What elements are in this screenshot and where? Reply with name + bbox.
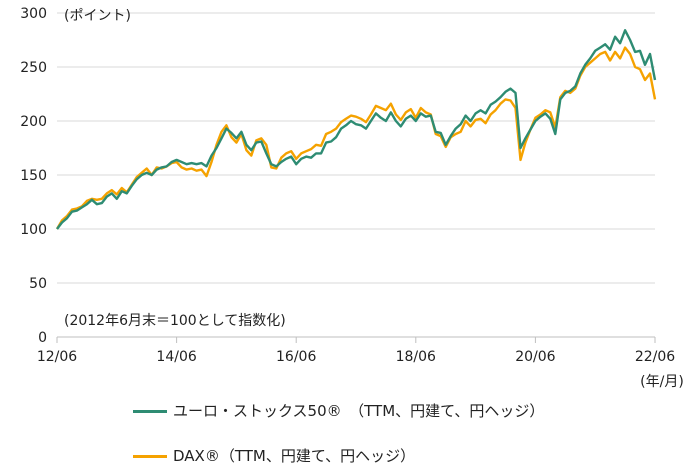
y-unit-label: (ポイント) xyxy=(64,8,131,24)
x-tick-label: 20/06 xyxy=(515,349,555,365)
legend-item-series-2: DAX®（TTM、円建て、円ヘッジ） xyxy=(133,445,415,466)
y-tick-label: 50 xyxy=(29,276,47,292)
legend-swatch-series-2 xyxy=(133,455,167,458)
x-unit-label: (年/月) xyxy=(640,374,684,390)
y-tick-label: 300 xyxy=(20,6,47,22)
x-tick-label: 14/06 xyxy=(156,349,196,365)
y-tick-label: 200 xyxy=(20,114,47,130)
y-axis-ticks: 0 50 100 150 200 250 300 xyxy=(20,6,47,346)
series-line-1 xyxy=(56,29,657,230)
y-tick-label: 100 xyxy=(20,222,47,238)
note-label: (2012年6月末＝100として指数化) xyxy=(64,313,286,329)
x-tick-label: 18/06 xyxy=(396,349,436,365)
x-tick-label: 22/06 xyxy=(635,349,675,365)
legend-swatch-series-1 xyxy=(133,410,167,413)
gridlines xyxy=(57,12,655,338)
legend-label-series-1: ユーロ・ストックス50® （TTM、円建て、円ヘッジ） xyxy=(173,402,545,420)
y-tick-label: 150 xyxy=(20,168,47,184)
y-tick-label: 0 xyxy=(38,330,47,346)
x-tick-label: 16/06 xyxy=(276,349,316,365)
x-tick-label: 12/06 xyxy=(37,349,77,365)
series-line-2 xyxy=(55,46,657,230)
y-tick-label: 250 xyxy=(20,60,47,76)
legend-item-series-1: ユーロ・ストックス50® （TTM、円建て、円ヘッジ） xyxy=(133,400,544,421)
series-lines xyxy=(55,29,657,230)
x-axis-ticks: 12/06 14/06 16/06 18/06 20/06 22/06 xyxy=(37,336,675,365)
legend-label-series-2: DAX®（TTM、円建て、円ヘッジ） xyxy=(173,447,416,465)
